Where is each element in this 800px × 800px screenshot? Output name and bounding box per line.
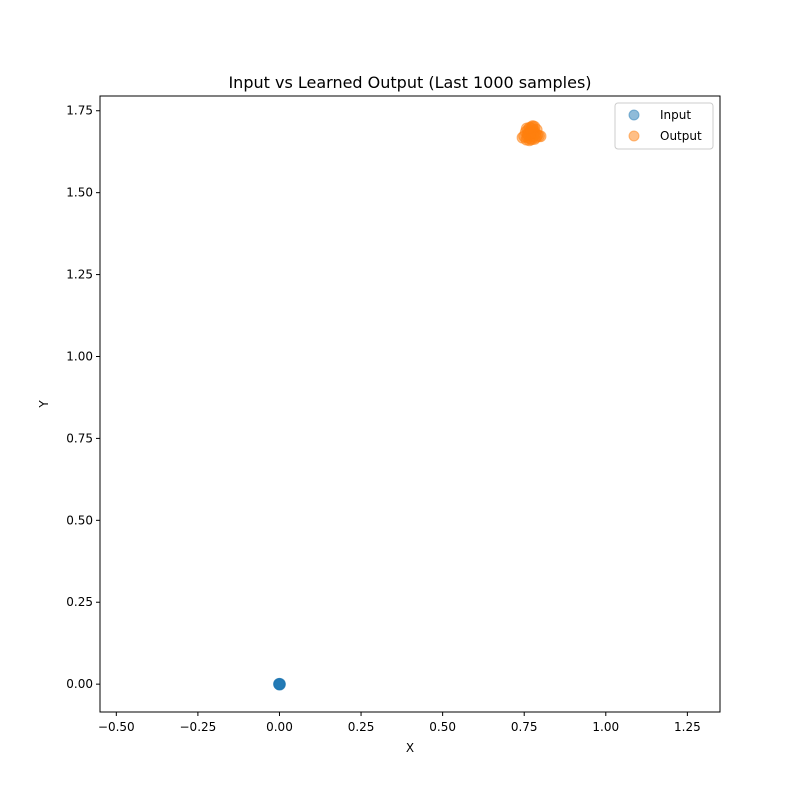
y-tick-label: 1.00 [66, 349, 93, 363]
y-tick-label: 0.25 [66, 595, 93, 609]
legend-marker-output [628, 130, 640, 142]
legend-marker-input [628, 109, 640, 121]
x-tick-label: 0.00 [266, 720, 293, 734]
points-layer [273, 120, 547, 691]
x-tick-label: 0.25 [348, 720, 375, 734]
x-tick-label: 1.00 [592, 720, 619, 734]
y-tick-label: 1.25 [66, 268, 93, 282]
legend-label-output: Output [660, 129, 702, 143]
y-tick-label: 0.50 [66, 513, 93, 527]
plot-frame [99, 95, 721, 713]
x-tick-label: 0.75 [511, 720, 538, 734]
plot-area [99, 95, 721, 713]
y-tick-label: 0.75 [66, 431, 93, 445]
x-tick-label: −0.50 [98, 720, 135, 734]
legend-label-input: Input [660, 108, 691, 122]
y-tick-label: 1.75 [66, 104, 93, 118]
chart-title: Input vs Learned Output (Last 1000 sampl… [228, 73, 591, 92]
legend: Input Output [614, 102, 714, 150]
y-axis: 0.00 0.25 0.50 0.75 1.00 1.25 1.50 1.75 [66, 104, 100, 691]
plot-background [100, 96, 720, 712]
y-axis-title: Y [37, 400, 51, 409]
data-point-output [523, 121, 536, 134]
x-tick-label: −0.25 [180, 720, 217, 734]
y-tick-label: 0.00 [66, 677, 93, 691]
x-axis: −0.50 −0.25 0.00 0.25 0.50 0.75 1.00 1.25 [98, 712, 701, 734]
data-point-input [273, 677, 286, 690]
x-axis-title: X [406, 741, 414, 755]
x-tick-label: 0.50 [429, 720, 456, 734]
data-point-output [534, 130, 547, 143]
y-tick-label: 1.50 [66, 186, 93, 200]
legend-box [614, 102, 714, 150]
x-tick-label: 1.25 [674, 720, 701, 734]
